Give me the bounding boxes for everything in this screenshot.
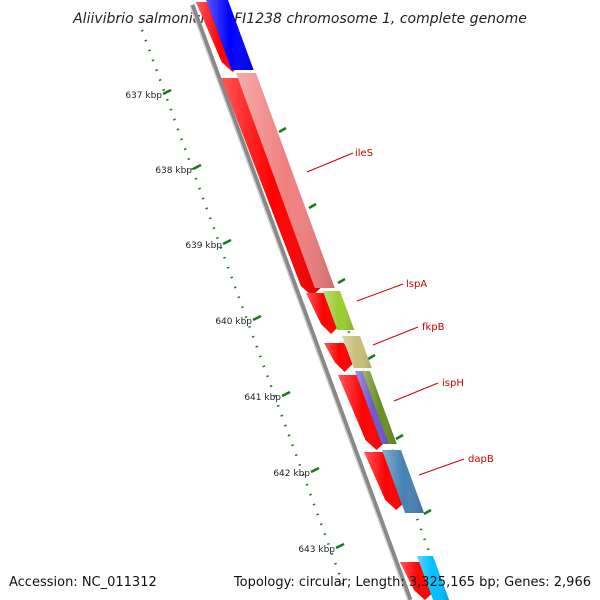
- ruler-tick-mark: [281, 390, 291, 398]
- genome-backbone-highlight: [189, 4, 409, 600]
- gene-label-iles: ileS: [355, 148, 373, 159]
- ruler-tick-mark: [162, 88, 172, 96]
- gene-leader-line: [393, 382, 439, 402]
- cds-arrow-shade: [338, 375, 388, 450]
- feature-fkpB-shade: [342, 336, 372, 368]
- feature-top-shade: [206, 0, 254, 70]
- feature-ileS-shade: [236, 73, 335, 288]
- gene-leader-line: [306, 152, 354, 173]
- feature-dapB-shade: [382, 450, 425, 513]
- gene-leader-line: [356, 283, 404, 302]
- gene-leader-line: [372, 326, 419, 346]
- feature-ispH-b-shade: [362, 371, 397, 444]
- cds-arrow-shade: [364, 452, 408, 510]
- ruler-tick-label: 641 kbp: [244, 393, 281, 403]
- outer-tick-mark: [278, 126, 287, 134]
- ruler-tick-label: 638 kbp: [155, 166, 192, 176]
- outer-tick-mark: [367, 353, 376, 361]
- feature-ispH-a-shade: [355, 371, 391, 444]
- outer-tick-mark: [337, 277, 346, 285]
- ruler-tick-mark: [310, 466, 320, 474]
- ruler-tick-label: 640 kbp: [215, 317, 252, 327]
- ruler-tick-mark: [192, 163, 202, 171]
- ruler-ticks: 637 kbp 638 kbp 639 kbp 640 kbp 641 kbp 642 k…: [125, 88, 345, 555]
- map-title: Aliivibrio salmonicida LFI1238 chromosom…: [72, 11, 527, 27]
- gene-leader-line: [418, 458, 465, 476]
- cds-arrow-track: [196, 2, 436, 600]
- ruler-tick-mark: [222, 238, 232, 246]
- outer-tick-mark: [423, 508, 432, 516]
- cds-arrow-shade: [324, 343, 355, 372]
- gene-label-layer: ileS lspA fkpB ispH dapB: [306, 148, 494, 476]
- gene-label-lspa: lspA: [406, 279, 427, 290]
- outer-ticks: [278, 126, 432, 516]
- feature-bottom-shade: [417, 556, 450, 600]
- gene-label-fkpb: fkpB: [422, 322, 445, 333]
- ruler-tick-label: 637 kbp: [125, 91, 162, 101]
- ruler-tick-label: 643 kbp: [298, 545, 335, 555]
- feature-lspA-shade: [323, 291, 355, 330]
- gene-label-isph: ispH: [442, 378, 464, 389]
- ruler-tick-label: 639 kbp: [185, 241, 222, 251]
- gene-feature-track: [206, 0, 450, 600]
- outer-tick-mark: [395, 433, 404, 441]
- cds-arrow-shade: [306, 293, 342, 334]
- genome-backbone: [189, 4, 413, 600]
- ruler-tick-mark: [335, 542, 345, 550]
- ruler-tick-label: 642 kbp: [273, 469, 310, 479]
- ruler-tick-mark: [252, 314, 262, 322]
- outer-tick-mark: [308, 202, 317, 210]
- cds-arrow-shade: [221, 78, 323, 296]
- cds-arrow-shade: [400, 562, 436, 600]
- gene-label-dapb: dapB: [468, 454, 494, 465]
- topology-text: Topology: circular; Length: 3,325,165 bp…: [233, 575, 591, 590]
- accession-text: Accession: NC_011312: [9, 575, 157, 590]
